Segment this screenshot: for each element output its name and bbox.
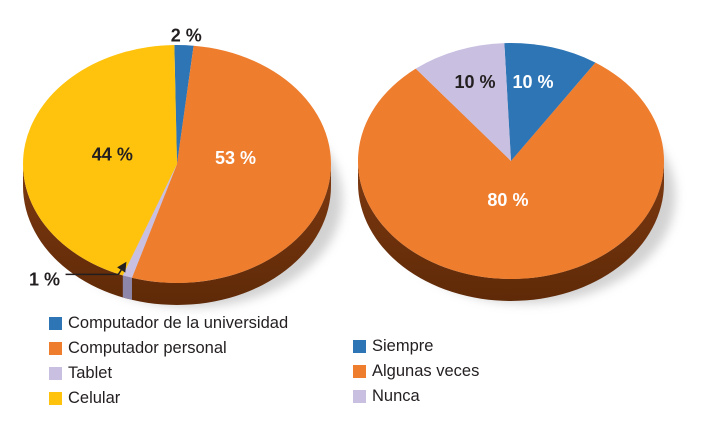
legend-swatch-celular <box>49 391 62 405</box>
slice-value-label-tablet: 1 % <box>29 269 60 289</box>
slice-siempre <box>504 43 596 161</box>
legend-label-celular: Celular <box>68 389 121 407</box>
legend-swatch-computador-personal <box>49 341 62 355</box>
legend-swatch-computador-de-la-universidad <box>49 316 62 330</box>
slice-value-label-celular: 44 % <box>92 144 133 164</box>
legend-label-computador-de-la-universidad: Computador de la universidad <box>68 314 289 332</box>
legend-item-celular: Celular <box>49 389 288 407</box>
legend-item-algunas-veces: Algunas veces <box>353 362 479 380</box>
slice-value-label-computador-personal: 53 % <box>215 148 256 168</box>
slice-value-label-siempre: 10 % <box>513 72 554 92</box>
legend-item-tablet: Tablet <box>49 364 288 382</box>
slice-computador-de-la-universidad <box>174 44 194 164</box>
legend-swatch-nunca <box>353 389 366 403</box>
legend-item-siempre: Siempre <box>353 337 479 355</box>
pie-device-usage: 2 % 53 % 1 % 44 % <box>22 25 343 308</box>
leader-line-tablet <box>65 261 127 276</box>
slice-side-tablet <box>122 275 132 300</box>
slice-value-label-nunca: 10 % <box>455 72 496 92</box>
legend-item-computador-de-la-universidad: Computador de la universidad <box>49 314 288 332</box>
slice-nunca <box>415 43 511 162</box>
pie-frequency: 10 % 80 % 10 % <box>358 43 676 304</box>
legend-item-computador-personal: Computador personal <box>49 339 288 357</box>
legend-item-nunca: Nunca <box>353 387 479 405</box>
legend-label-siempre: Siempre <box>372 337 434 355</box>
legend-device-usage: Computador de la universidad Computador p… <box>49 314 288 407</box>
pie-rim <box>358 161 664 301</box>
pie-rim <box>23 164 331 305</box>
legend-label-algunas-veces: Algunas veces <box>372 362 480 380</box>
slice-value-label-algunas-veces: 80 % <box>487 190 528 210</box>
legend-label-nunca: Nunca <box>372 387 420 405</box>
legend-label-tablet: Tablet <box>68 364 113 382</box>
legend-frequency: Siempre Algunas veces Nunca <box>353 337 479 405</box>
slice-computador-personal <box>131 45 331 283</box>
slice-tablet <box>122 164 177 278</box>
legend-label-computador-personal: Computador personal <box>68 339 227 357</box>
legend-swatch-tablet <box>49 366 62 380</box>
slice-algunas-veces <box>358 62 664 280</box>
slice-celular <box>22 45 177 276</box>
legend-swatch-algunas-veces <box>353 364 366 378</box>
slice-value-label-computador-de-la-universidad: 2 % <box>171 25 202 45</box>
legend-swatch-siempre <box>353 339 366 353</box>
